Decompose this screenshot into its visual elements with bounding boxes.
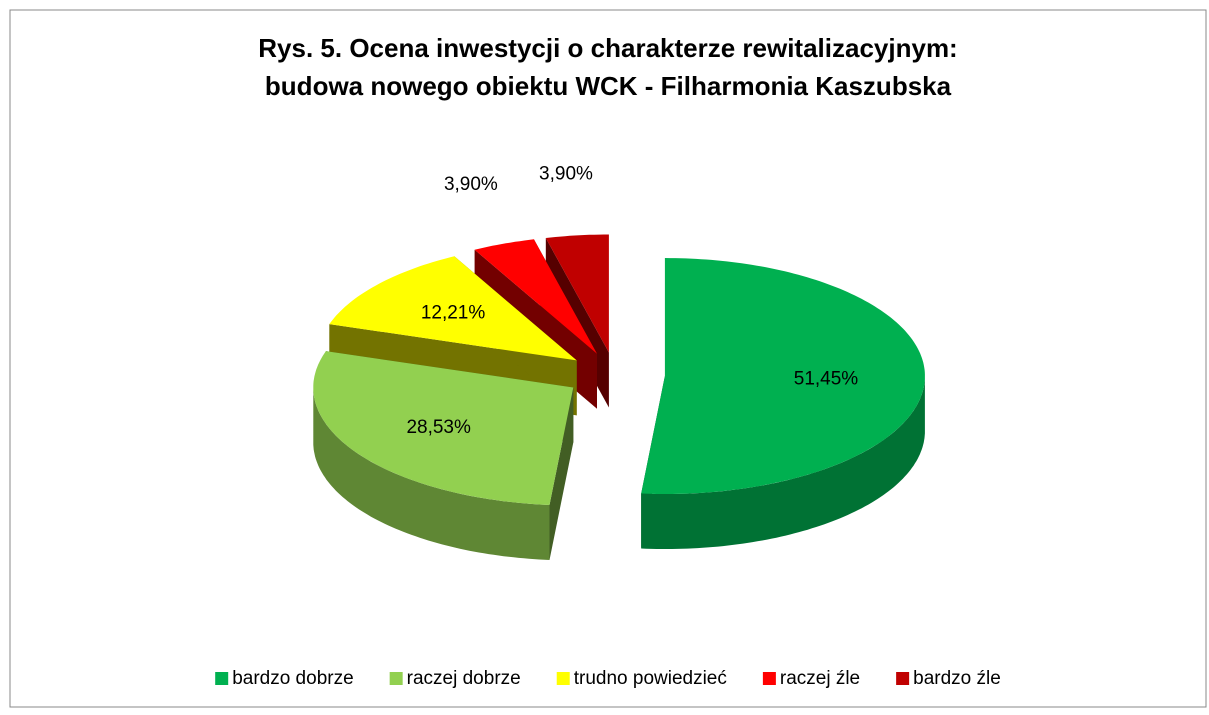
legend-label: bardzo dobrze	[232, 668, 353, 689]
legend-label: raczej źle	[780, 668, 860, 689]
legend-swatch	[896, 672, 910, 685]
data-label: 51,45%	[794, 368, 859, 389]
slice	[474, 239, 597, 354]
data-label: 3,90%	[539, 163, 593, 184]
legend-swatch	[215, 672, 229, 685]
slice-group	[641, 258, 925, 549]
data-label: 28,53%	[406, 417, 471, 438]
data-label: 12,21%	[421, 302, 486, 323]
slice	[313, 351, 574, 505]
slice	[641, 258, 925, 494]
legend-label: raczej dobrze	[407, 668, 521, 689]
slice-wall	[313, 387, 550, 560]
slice-wall	[641, 376, 925, 549]
slice	[545, 234, 609, 353]
chart-title: Rys. 5. Ocena inwestycji o charakterze r…	[258, 33, 957, 63]
chart-title: budowa nowego obiektu WCK - Filharmonia …	[265, 71, 952, 101]
legend-swatch	[762, 672, 776, 685]
legend-label: trudno powiedzieć	[574, 668, 727, 689]
legend-swatch	[556, 672, 570, 685]
slice	[329, 256, 577, 361]
slice-group	[313, 351, 574, 560]
legend-swatch	[389, 672, 403, 685]
data-label: 3,90%	[444, 174, 498, 195]
legend-label: bardzo źle	[913, 668, 1001, 689]
